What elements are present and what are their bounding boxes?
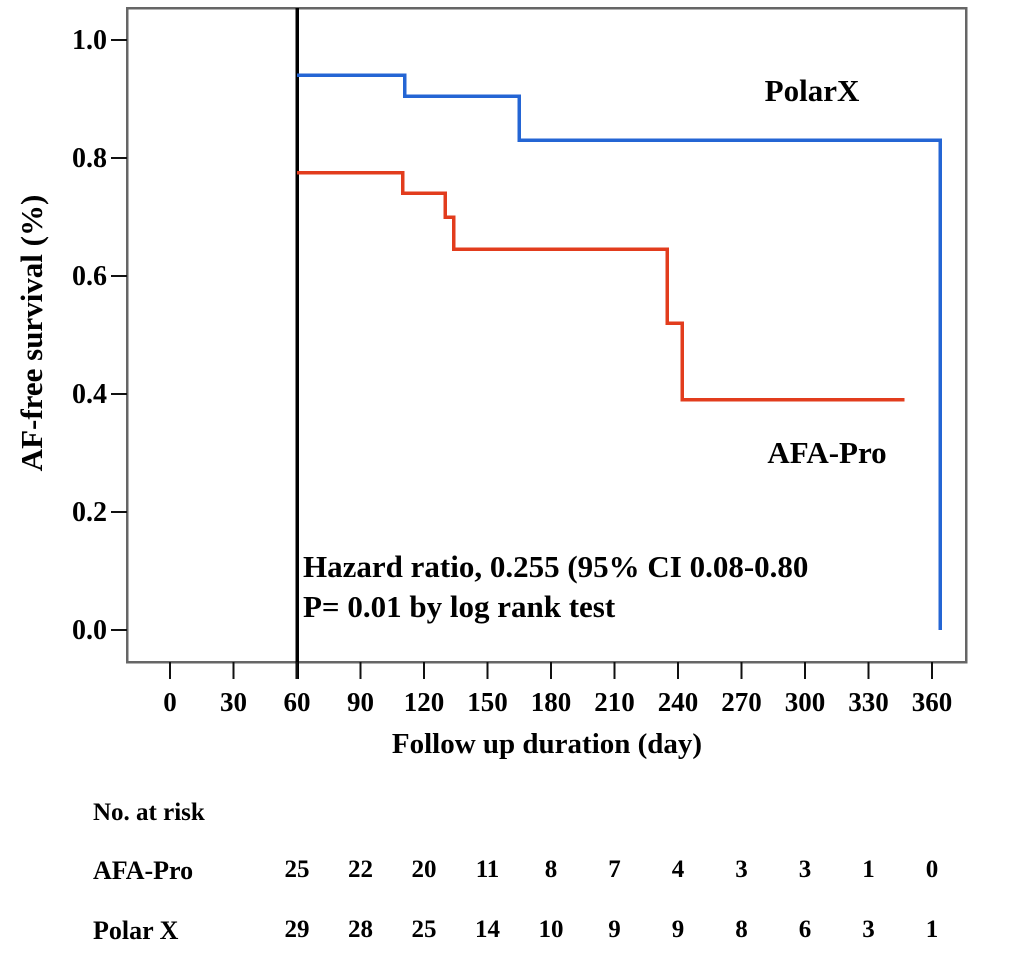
survival-curves: [297, 73, 943, 630]
x-tick-label: 270: [721, 687, 762, 717]
risk-table-header: No. at risk: [93, 799, 205, 826]
x-tick-label: 180: [531, 687, 572, 717]
risk-value: 8: [735, 916, 748, 943]
pvalue-annotation: P= 0.01 by log rank test: [303, 589, 616, 624]
risk-value: 3: [735, 856, 748, 883]
x-tick-label: 240: [658, 687, 699, 717]
risk-value: 1: [862, 856, 875, 883]
risk-value: 25: [412, 916, 437, 943]
risk-value: 11: [476, 856, 500, 883]
risk-value: 14: [475, 916, 501, 943]
y-tick-label: 1.0: [72, 25, 107, 56]
x-tick-label: 0: [163, 687, 177, 717]
risk-value: 22: [348, 856, 373, 883]
x-tick-label: 90: [347, 687, 374, 717]
x-tick-label: 120: [404, 687, 445, 717]
y-tick-label: 0.6: [72, 261, 107, 292]
afapro-curve-label: AFA-Pro: [767, 435, 886, 470]
risk-value: 29: [285, 916, 310, 943]
afa-pro-survival-curve: [297, 171, 905, 402]
x-tick-label: 30: [220, 687, 247, 717]
risk-value: 9: [672, 916, 685, 943]
risk-value: 6: [799, 916, 812, 943]
x-tick-label: 60: [284, 687, 311, 717]
x-tick-label: 210: [594, 687, 635, 717]
hazard-ratio-annotation: Hazard ratio, 0.255 (95% CI 0.08-0.80: [303, 549, 808, 584]
risk-value: 0: [926, 856, 939, 883]
risk-value: 8: [545, 856, 558, 883]
x-tick-label: 300: [785, 687, 826, 717]
polarx-curve-label: PolarX: [765, 73, 860, 108]
risk-table-values: 25 22 20 11 8 7 4 3 3 1 029 28 25 14 10 9 9 8 6 3 1: [285, 856, 939, 943]
risk-value: 10: [539, 916, 564, 943]
risk-value: 1: [926, 916, 939, 943]
x-tick-label: 330: [848, 687, 889, 717]
x-axis: 0 30 60 90 120 150 180 210 240 270 300 330 360: [163, 662, 952, 717]
y-tick-label: 0.0: [72, 615, 107, 646]
y-axis-title: AF-free survival (%): [14, 195, 49, 472]
risk-value: 25: [285, 856, 310, 883]
risk-value: 3: [862, 916, 875, 943]
x-tick-label: 360: [912, 687, 953, 717]
risk-value: 9: [608, 916, 621, 943]
x-tick-label: 150: [467, 687, 508, 717]
risk-row-label-afapro: AFA-Pro: [93, 856, 193, 885]
risk-value: 28: [348, 916, 373, 943]
y-tick-label: 0.8: [72, 143, 107, 174]
risk-value: 4: [672, 856, 685, 883]
y-tick-label: 0.4: [72, 379, 107, 410]
y-axis: 0.0 0.2 0.4 0.6 0.8 1.0: [72, 25, 127, 646]
x-axis-title: Follow up duration (day): [392, 728, 702, 760]
plot-frame: [125, 6, 968, 664]
risk-value: 3: [799, 856, 812, 883]
risk-value: 7: [608, 856, 621, 883]
risk-value: 20: [412, 856, 437, 883]
risk-row-label-polarx: Polar X: [93, 916, 179, 945]
y-tick-label: 0.2: [72, 497, 107, 528]
polarx-survival-curve: [297, 73, 943, 630]
